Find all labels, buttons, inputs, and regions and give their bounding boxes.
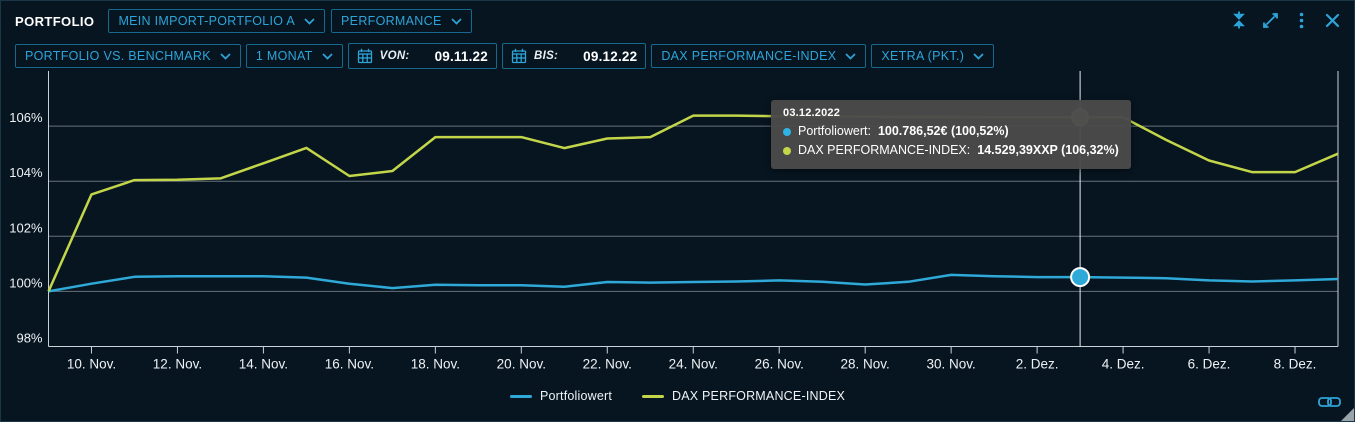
legend-dash-icon [642, 394, 665, 398]
range-dropdown-label: 1 MONAT [255, 49, 313, 63]
chevron-down-icon [450, 17, 462, 25]
calendar-icon [511, 48, 527, 64]
x-axis-label: 6. Dez. [1188, 357, 1231, 372]
date-from-value: 09.11.22 [434, 48, 488, 64]
y-axis-label: 98% [16, 331, 42, 346]
tooltip-portfolio-label: Portfoliowert: [798, 124, 871, 138]
x-axis-label: 14. Nov. [239, 357, 288, 372]
chevron-down-icon [973, 52, 984, 60]
tooltip-row-portfolio: Portfoliowert: 100.786,52€ (100,52%) [783, 122, 1119, 141]
date-to-label: BIS: [533, 50, 559, 62]
benchmark-bullet-icon [783, 146, 791, 155]
x-axis-label: 24. Nov. [669, 357, 718, 372]
date-to-value: 09.12.22 [583, 48, 638, 64]
x-axis-label: 18. Nov. [411, 357, 460, 372]
tooltip-portfolio-value: 100.786,52€ (100,52%) [877, 124, 1009, 138]
window-controls [1229, 10, 1342, 30]
tooltip-benchmark-label: DAX PERFORMANCE-INDEX: [798, 143, 971, 157]
x-axis-label: 16. Nov. [325, 357, 374, 372]
close-icon[interactable] [1322, 10, 1342, 30]
legend-label: DAX PERFORMANCE-INDEX [672, 389, 846, 403]
header-toolbar: PORTFOLIO MEIN IMPORT-PORTFOLIO A PERFOR… [15, 8, 472, 34]
collapse-vertical-icon[interactable] [1229, 10, 1249, 30]
x-axis-label: 26. Nov. [755, 357, 804, 372]
exchange-dropdown-label: XETRA (PKT.) [881, 49, 965, 63]
date-from-label: VON: [379, 50, 410, 62]
x-axis-label: 30. Nov. [927, 357, 976, 372]
x-axis-label: 20. Nov. [497, 357, 546, 372]
x-axis-label: 12. Nov. [153, 357, 202, 372]
portfolio-dropdown-label: MEIN IMPORT-PORTFOLIO A [118, 14, 296, 28]
resize-handle-icon[interactable] [1341, 408, 1354, 421]
mode-dropdown-label: PORTFOLIO VS. BENCHMARK [25, 49, 211, 63]
expand-icon[interactable] [1260, 10, 1280, 30]
portfolio-bullet-icon [783, 127, 791, 136]
filter-toolbar: PORTFOLIO VS. BENCHMARK 1 MONAT VON: 09.… [15, 43, 995, 69]
legend-label: Portfoliowert [539, 389, 613, 403]
view-dropdown-label: PERFORMANCE [341, 14, 442, 28]
x-axis-label: 8. Dez. [1274, 357, 1317, 372]
series-line-portfoliowert [48, 273, 1339, 293]
hover-marker-portfolio [1070, 267, 1091, 288]
portfolio-dropdown[interactable]: MEIN IMPORT-PORTFOLIO A [108, 9, 326, 33]
link-icon[interactable] [1318, 395, 1341, 414]
chart-legend: Portfoliowert DAX PERFORMANCE-INDEX [1, 389, 1354, 403]
exchange-dropdown[interactable]: XETRA (PKT.) [871, 44, 995, 68]
tooltip-row-benchmark: DAX PERFORMANCE-INDEX: 14.529,39XXP (106… [783, 141, 1119, 160]
chevron-down-icon [322, 52, 333, 60]
view-dropdown[interactable]: PERFORMANCE [331, 9, 472, 33]
date-to-field[interactable]: BIS: 09.12.22 [501, 43, 647, 69]
legend-item-portfoliowert[interactable]: Portfoliowert [509, 389, 613, 403]
x-axis-label: 4. Dez. [1102, 357, 1145, 372]
x-axis-label: 22. Nov. [583, 357, 632, 372]
mode-dropdown[interactable]: PORTFOLIO VS. BENCHMARK [15, 44, 241, 68]
chevron-down-icon [845, 52, 857, 60]
x-axis-label: 2. Dez. [1016, 357, 1059, 372]
chevron-down-icon [220, 52, 231, 60]
tooltip-benchmark-value: 14.529,39XXP (106,32%) [977, 143, 1119, 157]
tooltip-date: 03.12.2022 [783, 107, 841, 119]
series-line-dax-performance-index [47, 114, 1339, 292]
legend-dash-icon [509, 394, 532, 398]
benchmark-dropdown-label: DAX PERFORMANCE-INDEX [661, 49, 837, 63]
x-axis-label: 10. Nov. [67, 357, 116, 372]
y-axis-label: 106% [9, 110, 43, 125]
kebab-menu-icon[interactable] [1291, 10, 1311, 30]
benchmark-dropdown[interactable]: DAX PERFORMANCE-INDEX [651, 44, 867, 68]
date-from-field[interactable]: VON: 09.11.22 [347, 43, 497, 69]
range-dropdown[interactable]: 1 MONAT [245, 44, 343, 68]
y-axis-label: 104% [9, 165, 43, 180]
y-axis-label: 102% [9, 220, 43, 235]
chevron-down-icon [304, 17, 315, 25]
y-axis-label: 100% [9, 275, 43, 290]
chart-tooltip: 03.12.2022 Portfoliowert: 100.786,52€ (1… [771, 100, 1131, 169]
calendar-icon [357, 48, 373, 64]
legend-item-dax-performance-index[interactable]: DAX PERFORMANCE-INDEX [642, 389, 845, 403]
page-title: PORTFOLIO [15, 13, 95, 29]
x-axis-label: 28. Nov. [841, 357, 890, 372]
